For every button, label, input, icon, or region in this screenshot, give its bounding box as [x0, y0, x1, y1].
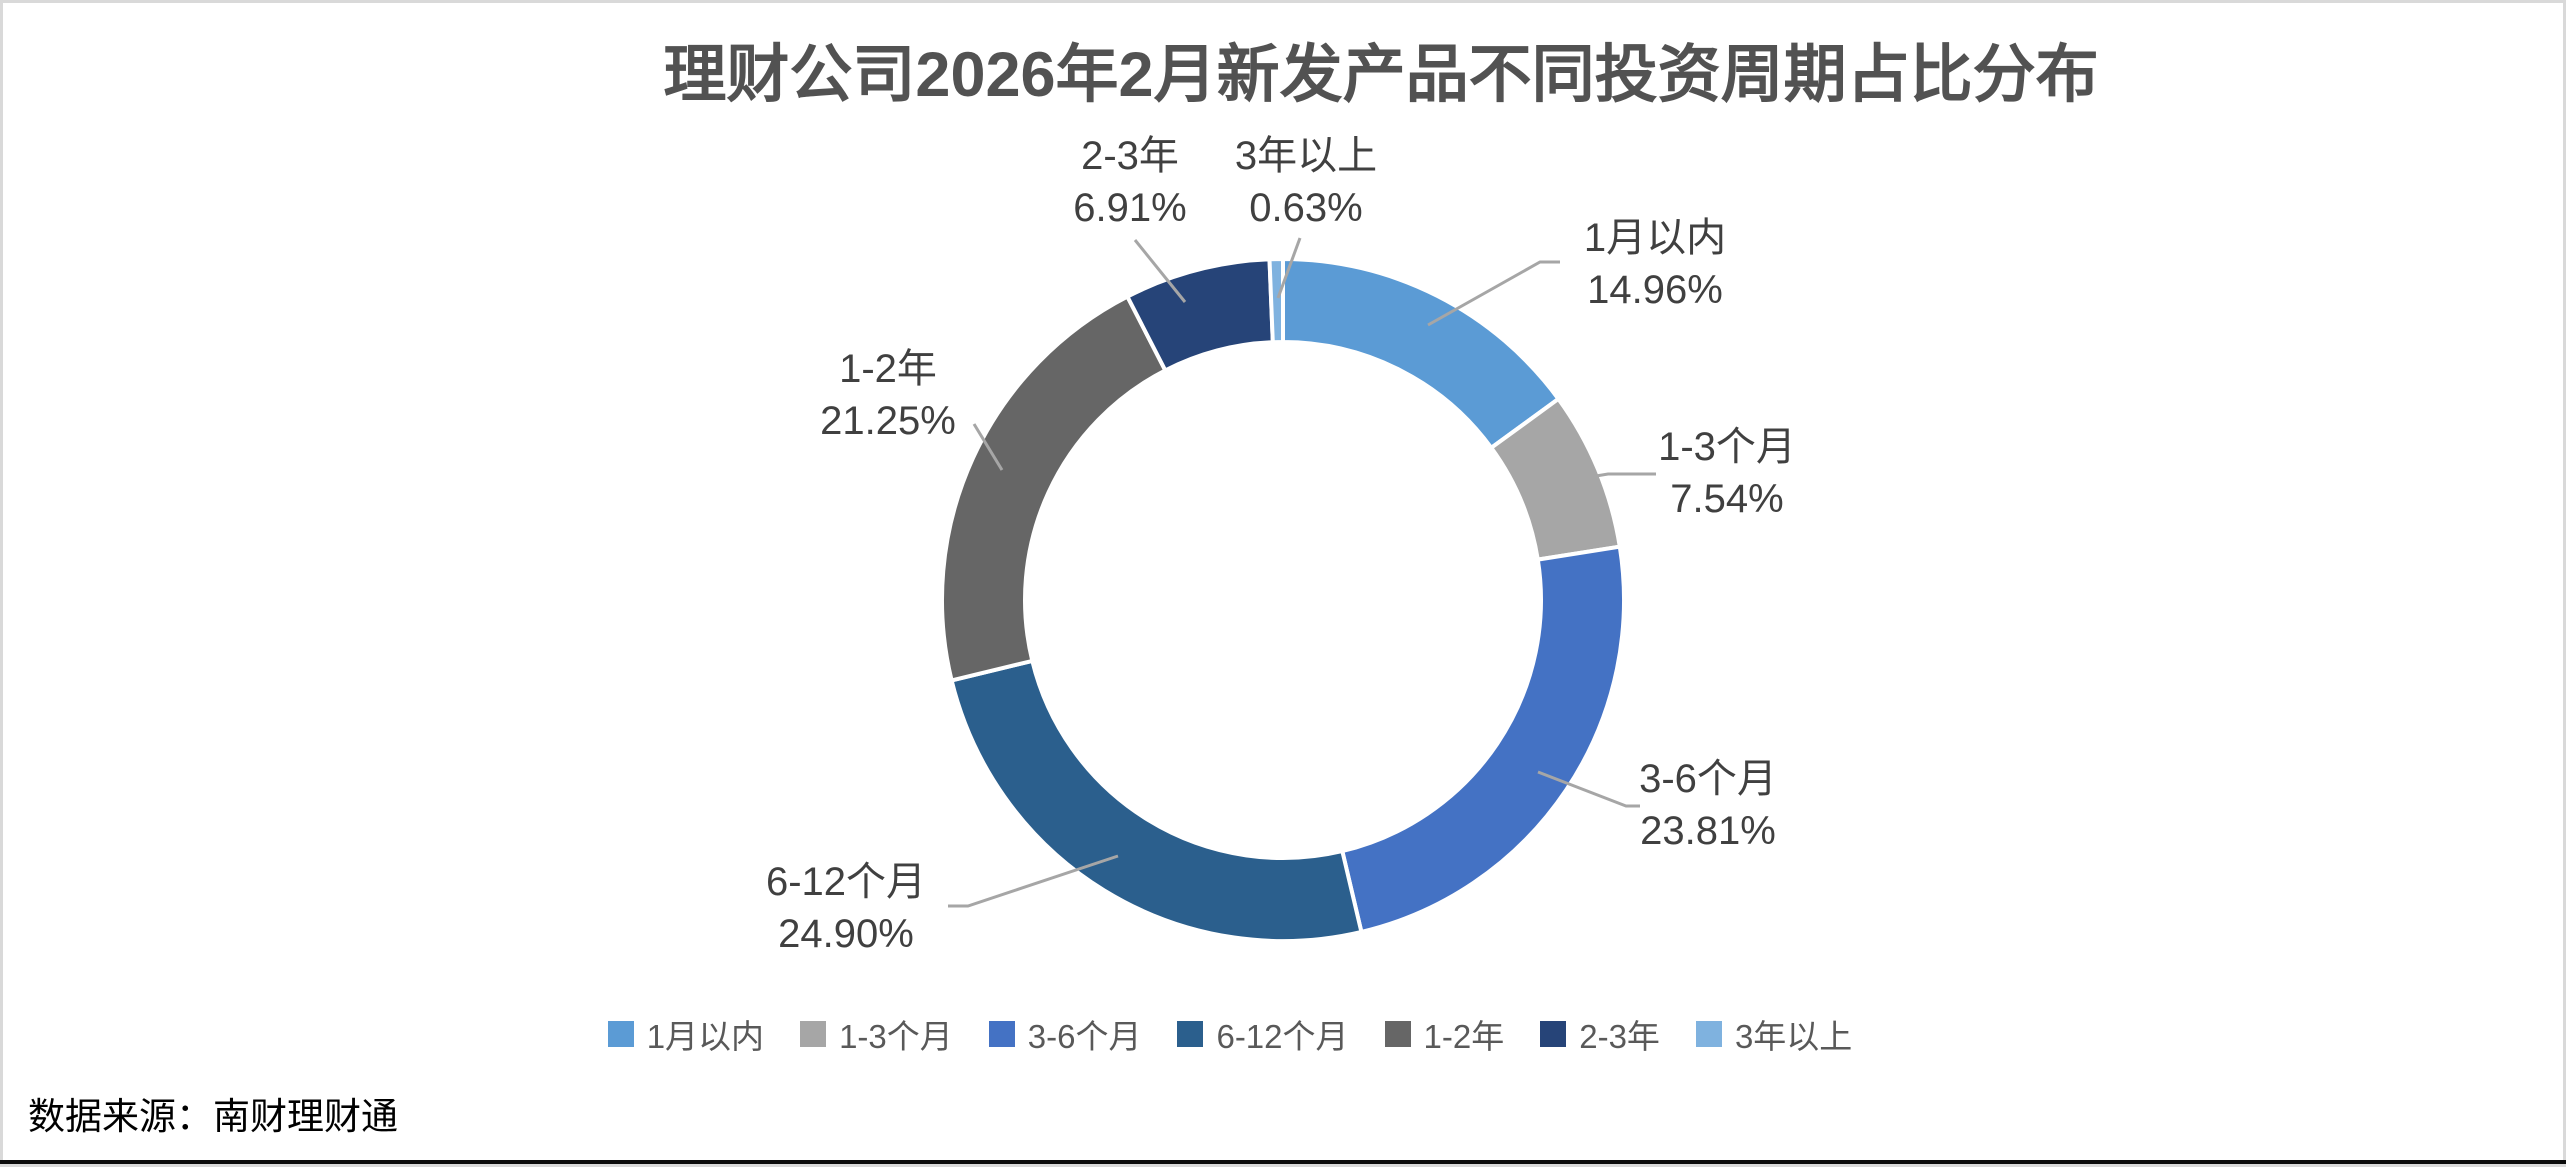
legend-item: 1-3个月 [800, 1010, 953, 1058]
leader-line [1571, 472, 1656, 482]
legend-label: 3-6个月 [1027, 1018, 1142, 1055]
slice-label-category: 1-2年 [839, 347, 937, 391]
legend-swatch [607, 1021, 634, 1047]
legend-label: 1月以内 [646, 1018, 765, 1055]
legend-label: 3年以上 [1734, 1018, 1853, 1055]
slice-label: 6-12个月 24.90% [766, 860, 926, 956]
legend-item: 2-3年 [1540, 1010, 1660, 1058]
slice-label-category: 1月以内 [1584, 216, 1726, 260]
slice-label-value: 14.96% [1587, 268, 1723, 312]
legend-swatch [1695, 1021, 1722, 1047]
leader-line [1276, 237, 1302, 299]
leader-lines [948, 237, 1656, 908]
donut-slice [1267, 256, 1285, 345]
slice-label-category: 6-12个月 [766, 860, 926, 904]
slice-label-value: 21.25% [820, 399, 956, 443]
legend-label: 6-12个月 [1216, 1018, 1349, 1055]
legend-item: 3-6个月 [988, 1010, 1142, 1058]
slice-label: 1-3个月 7.54% [1658, 425, 1796, 521]
slice-label-category: 3年以上 [1235, 134, 1377, 178]
page-bottom-rule [0, 1160, 2566, 1164]
legend-label: 1-3个月 [839, 1018, 953, 1055]
slice-label-value: 24.90% [778, 912, 914, 956]
donut-slice [949, 658, 1364, 944]
chart-title: 理财公司2026年2月新发产品不同投资周期占比分布 [663, 40, 2099, 110]
legend-label: 1-2年 [1423, 1018, 1505, 1055]
slice-labels: 1月以内 14.96% 1-3个月 7.54% 3-6个月 23.81% 6-12个月 24.… [766, 134, 1796, 956]
slice-label: 2-3年 6.91% [1073, 134, 1186, 230]
slice-label: 1-2年 21.25% [820, 347, 956, 443]
slice-label: 1月以内 14.96% [1584, 216, 1726, 312]
donut-slice [1339, 544, 1626, 935]
slice-label-category: 2-3年 [1081, 134, 1179, 178]
legend-item: 6-12个月 [1177, 1010, 1349, 1058]
legend-swatch [1177, 1021, 1204, 1047]
slice-label: 3年以上 0.63% [1235, 134, 1377, 230]
leader-line [1537, 770, 1640, 808]
legend-item: 1-2年 [1384, 1010, 1505, 1058]
donut-slice [940, 293, 1168, 683]
legend-item: 3年以上 [1695, 1010, 1853, 1058]
legend-swatch [1384, 1021, 1411, 1047]
slice-label-category: 1-3个月 [1658, 425, 1796, 469]
leader-line [1427, 260, 1560, 327]
slice-label-value: 0.63% [1249, 186, 1362, 230]
legend-label: 2-3年 [1579, 1018, 1660, 1055]
legend-swatch [988, 1021, 1015, 1047]
slice-label-value: 23.81% [1640, 809, 1776, 853]
donut-slice [1281, 256, 1562, 451]
slice-label-value: 7.54% [1670, 477, 1783, 521]
slice-label-value: 6.91% [1073, 186, 1186, 230]
legend: 1月以内 1-3个月 3-6个月 6-12个月 1-2年 2-3年 3年以上 [0, 1010, 2460, 1058]
donut-slices [940, 256, 1626, 944]
slice-label: 3-6个月 23.81% [1639, 757, 1777, 853]
source-note: 数据来源：南财理财通 [28, 1096, 398, 1137]
leader-line [948, 854, 1119, 908]
slice-label-category: 3-6个月 [1639, 757, 1777, 801]
leader-line [972, 423, 1004, 471]
leader-line [1133, 239, 1187, 303]
legend-item: 1月以内 [607, 1010, 765, 1058]
legend-swatch [800, 1021, 827, 1047]
legend-swatch [1540, 1021, 1567, 1047]
